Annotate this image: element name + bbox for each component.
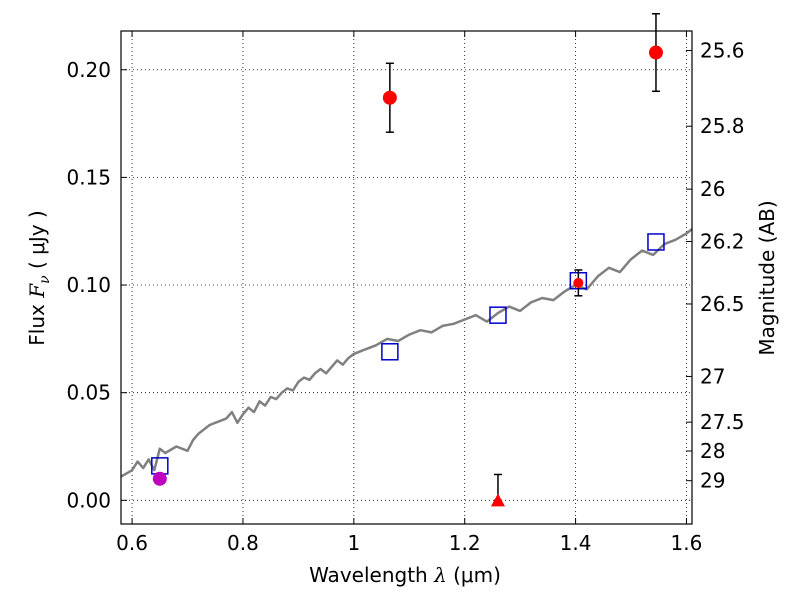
tick-labels: 0.6 0.8 1 1.2 1.4 1.6 0.00 0.05 0.10 0.15 0.20 25.6… <box>66 39 744 555</box>
spectrum-line <box>120 228 693 478</box>
data-marks <box>120 13 693 507</box>
mag-tick-label: 27.5 <box>700 410 745 434</box>
right-y-axis-label: Magnitude (AB) <box>755 200 779 355</box>
grid-lines <box>121 31 692 524</box>
mag-tick-label: 26.5 <box>700 292 745 316</box>
model-square <box>489 306 507 324</box>
extra-point <box>573 277 584 288</box>
x-tick-label: 1.2 <box>449 531 481 555</box>
optical-point <box>152 471 167 486</box>
y-tick-label: 0.20 <box>66 58 111 82</box>
x-tick-label: 0.6 <box>116 531 148 555</box>
mag-tick-label: 28 <box>700 439 725 463</box>
plot-frame <box>120 30 693 525</box>
x-tick-label: 1 <box>347 531 360 555</box>
x-tick-label: 1.4 <box>560 531 592 555</box>
y-tick-label: 0.10 <box>66 273 111 297</box>
y-tick-label: 0.15 <box>66 165 111 189</box>
observed-point <box>382 90 397 105</box>
mag-tick-label: 29 <box>700 469 725 493</box>
y-axis-label: Flux Fν ( μJy ) <box>25 210 53 345</box>
x-tick-label: 1.6 <box>671 531 703 555</box>
y-tick-label: 0.00 <box>66 488 111 512</box>
mag-tick-label: 25.6 <box>700 39 745 63</box>
y-tick-label: 0.05 <box>66 381 111 405</box>
mag-tick-label: 26.2 <box>700 229 745 253</box>
mag-tick-label: 26 <box>700 177 725 201</box>
upper-limit-triangle <box>490 493 505 507</box>
observed-point <box>648 45 663 60</box>
mag-tick-label: 27 <box>700 364 725 388</box>
model-square <box>381 343 399 361</box>
x-axis-label: Wavelength λ (μm) <box>309 563 501 587</box>
mag-tick-label: 25.8 <box>700 114 745 138</box>
axes <box>120 30 693 525</box>
x-tick-label: 0.8 <box>227 531 259 555</box>
model-square <box>647 233 665 251</box>
